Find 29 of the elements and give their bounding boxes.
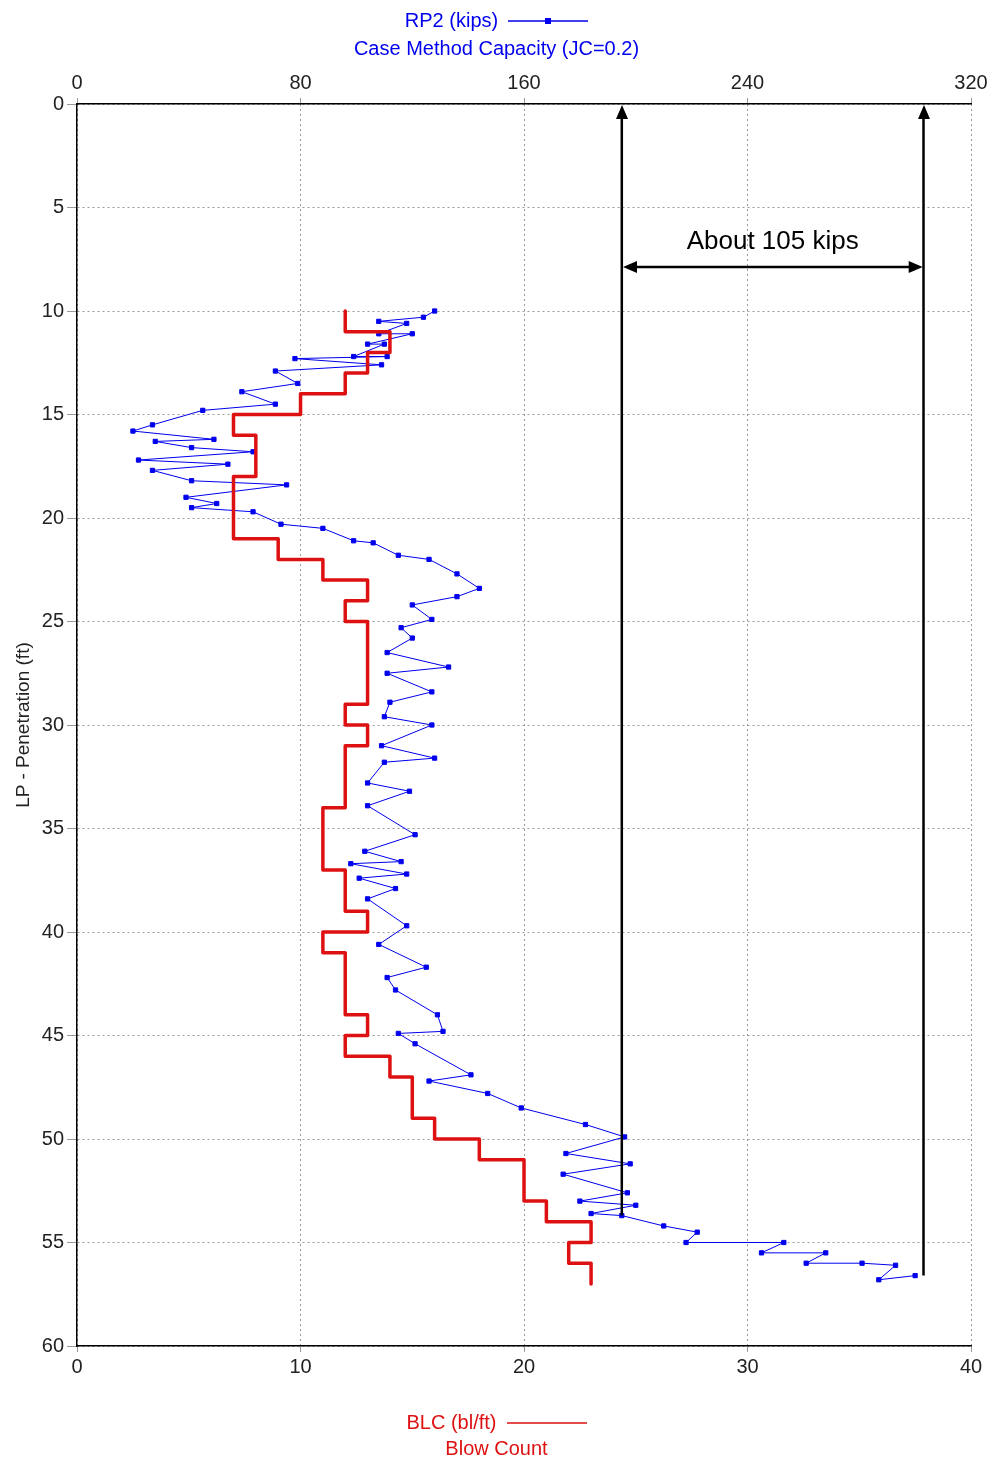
y-tick-label: 30 [41, 712, 65, 735]
y-tick-label: 60 [41, 1333, 65, 1356]
y-tick-label: 45 [41, 1023, 65, 1046]
y-tick-label: 20 [41, 505, 65, 528]
y-tick-label: 5 [52, 195, 65, 218]
x-tick-label: 0 [71, 1354, 83, 1377]
x-tick-label: 20 [512, 1354, 536, 1377]
y-axis-title: LP - Penetration (ft) [11, 642, 33, 808]
y-tick-label: 0 [52, 91, 65, 114]
x-tick-label: 40 [959, 1354, 983, 1377]
x-axis-title: Blow Count [445, 1437, 548, 1460]
x2-tick-label: 320 [954, 70, 988, 93]
x2-tick-label: 160 [507, 70, 541, 93]
annotation: About 105 kips [686, 225, 859, 256]
y-tick-label: 50 [41, 1126, 65, 1149]
legend-label: BLC (bl/ft) [406, 1411, 497, 1434]
x-tick-label: 10 [289, 1354, 312, 1377]
y-tick-label: 25 [41, 609, 65, 632]
y-tick-label: 55 [41, 1230, 65, 1253]
x2-tick-label: 0 [71, 70, 83, 93]
y-tick-label: 10 [41, 298, 65, 321]
x-tick-label: 30 [736, 1354, 759, 1377]
y-tick-label: 15 [41, 402, 65, 425]
y-tick-label: 35 [41, 816, 65, 839]
legend-label: RP2 (kips) [404, 9, 499, 32]
x2-tick-label: 240 [730, 70, 765, 93]
y-tick-label: 40 [41, 919, 65, 942]
x2-tick-label: 80 [289, 70, 312, 93]
x2-axis-title: Case Method Capacity (JC=0.2) [353, 37, 640, 60]
